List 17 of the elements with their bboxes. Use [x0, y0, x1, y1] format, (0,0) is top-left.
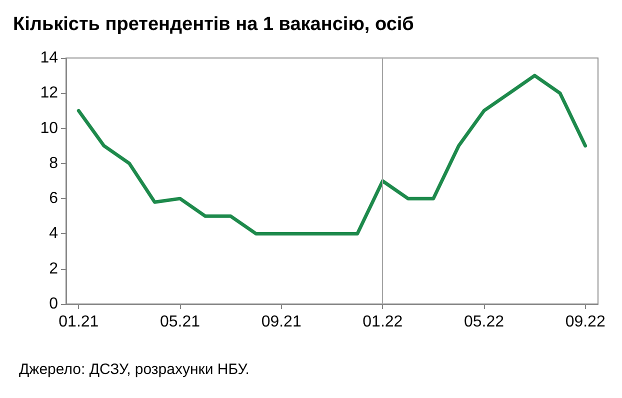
- x-tick-label: 09.22: [565, 314, 606, 330]
- y-tick-label: 14: [40, 50, 58, 66]
- x-tick-label: 01.22: [362, 314, 403, 330]
- y-tick-label: 2: [49, 260, 58, 278]
- y-tick-label: 10: [40, 120, 58, 137]
- x-tick-label: 05.22: [464, 314, 504, 330]
- x-tick-label: 01.21: [58, 314, 99, 330]
- y-tick-label: 12: [40, 84, 58, 102]
- y-tick-label: 4: [49, 225, 58, 242]
- y-tick-label: 8: [49, 154, 58, 172]
- y-tick-label: 6: [49, 190, 58, 208]
- x-tick-label: 05.21: [160, 314, 200, 330]
- y-tick-label: 0: [49, 296, 58, 312]
- text: Джерело: ДСЗУ, розрахунки НБУ.: [19, 361, 250, 378]
- line-series: [76, 74, 588, 236]
- x-tick-label: 09.21: [261, 314, 302, 330]
- chart-title: Кількість претендентів на 1 вакансію, осіб: [13, 14, 414, 35]
